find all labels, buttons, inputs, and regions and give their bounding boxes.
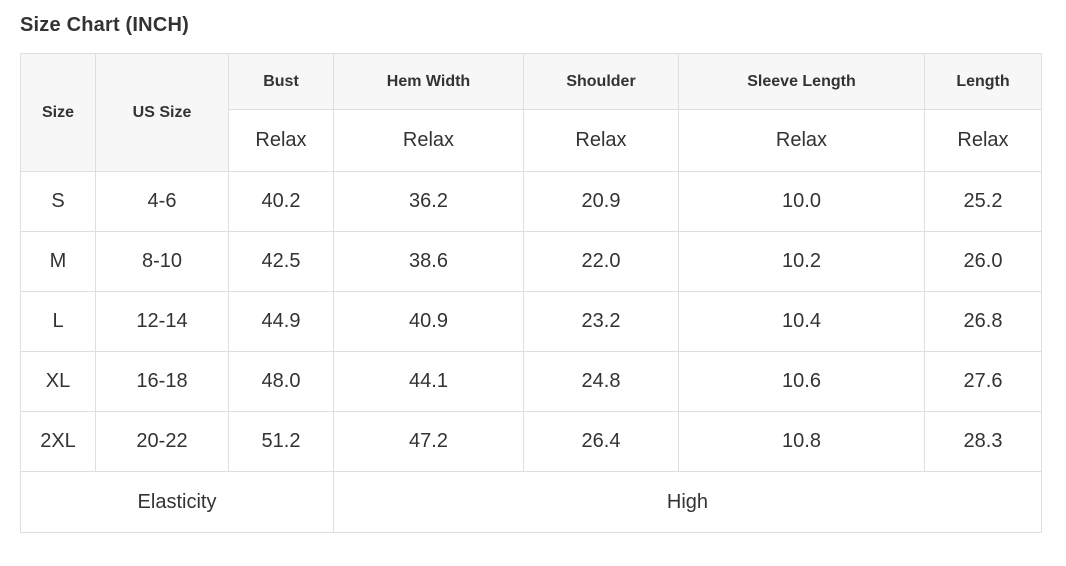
hem-width-cell: 47.2	[333, 411, 524, 472]
size-cell: S	[20, 171, 96, 232]
shoulder-cell: 24.8	[523, 351, 679, 412]
shoulder-cell: 23.2	[523, 291, 679, 352]
col-header-sleeve-length: Sleeve Length	[678, 53, 925, 110]
sleeve-length-cell: 10.2	[678, 231, 925, 292]
fit-cell-length: Relax	[924, 109, 1042, 172]
shoulder-cell: 26.4	[523, 411, 679, 472]
table-row-2xl: 2XL 20-22 51.2 47.2 26.4 10.8 28.3	[20, 411, 1042, 472]
hem-width-cell: 40.9	[333, 291, 524, 352]
bust-cell: 40.2	[228, 171, 334, 232]
hem-width-cell: 38.6	[333, 231, 524, 292]
size-chart-table: Size US Size Bust Hem Width Shoulder Sle…	[20, 53, 1042, 533]
hem-width-cell: 44.1	[333, 351, 524, 412]
us-size-cell: 20-22	[95, 411, 229, 472]
sleeve-length-cell: 10.0	[678, 171, 925, 232]
shoulder-cell: 22.0	[523, 231, 679, 292]
length-cell: 26.8	[924, 291, 1042, 352]
fit-row: Relax Relax Relax Relax Relax	[21, 109, 1042, 172]
bust-cell: 42.5	[228, 231, 334, 292]
table-row-s: S 4-6 40.2 36.2 20.9 10.0 25.2	[20, 171, 1042, 232]
bust-cell: 48.0	[228, 351, 334, 412]
col-header-us-size: US Size	[95, 53, 229, 172]
sleeve-length-cell: 10.8	[678, 411, 925, 472]
length-cell: 27.6	[924, 351, 1042, 412]
elasticity-label-cell: Elasticity	[20, 471, 334, 533]
sleeve-length-cell: 10.4	[678, 291, 925, 352]
size-cell: 2XL	[20, 411, 96, 472]
size-cell: M	[20, 231, 96, 292]
table-row-m: M 8-10 42.5 38.6 22.0 10.2 26.0	[20, 231, 1042, 292]
elasticity-row: Elasticity High	[20, 471, 1042, 533]
bust-cell: 44.9	[228, 291, 334, 352]
col-header-length: Length	[924, 53, 1042, 110]
us-size-cell: 8-10	[95, 231, 229, 292]
table-row-xl: XL 16-18 48.0 44.1 24.8 10.6 27.6	[20, 351, 1042, 412]
elasticity-value-cell: High	[333, 471, 1042, 533]
length-cell: 25.2	[924, 171, 1042, 232]
page-title: Size Chart (INCH)	[20, 14, 189, 36]
col-header-bust: Bust	[228, 53, 334, 110]
header-row: Size US Size Bust Hem Width Shoulder Sle…	[20, 53, 1042, 172]
length-cell: 26.0	[924, 231, 1042, 292]
us-size-cell: 12-14	[95, 291, 229, 352]
fit-cell-sleeve-length: Relax	[678, 109, 925, 172]
col-header-size: Size	[20, 53, 96, 172]
col-header-hem-width: Hem Width	[333, 53, 524, 110]
size-cell: XL	[20, 351, 96, 412]
shoulder-cell: 20.9	[523, 171, 679, 232]
size-cell: L	[20, 291, 96, 352]
col-header-shoulder: Shoulder	[523, 53, 679, 110]
bust-cell: 51.2	[228, 411, 334, 472]
fit-cell-shoulder: Relax	[523, 109, 679, 172]
table-row-l: L 12-14 44.9 40.9 23.2 10.4 26.8	[20, 291, 1042, 352]
us-size-cell: 4-6	[95, 171, 229, 232]
us-size-cell: 16-18	[95, 351, 229, 412]
fit-cell-bust: Relax	[228, 109, 334, 172]
length-cell: 28.3	[924, 411, 1042, 472]
sleeve-length-cell: 10.6	[678, 351, 925, 412]
hem-width-cell: 36.2	[333, 171, 524, 232]
fit-cell-hem-width: Relax	[333, 109, 524, 172]
